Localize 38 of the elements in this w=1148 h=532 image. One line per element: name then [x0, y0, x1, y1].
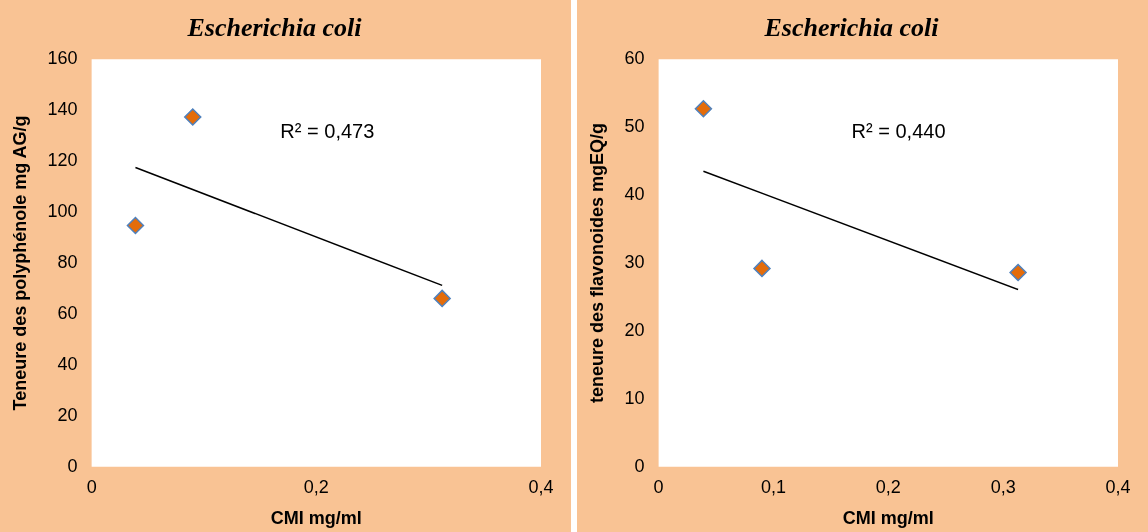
x-tick-label: 0: [653, 476, 664, 497]
point: [753, 259, 771, 278]
x-tick-label: 0,2: [303, 476, 329, 497]
y-tick-label: 30: [624, 251, 645, 272]
y-tick-label: 60: [57, 302, 78, 323]
y-tick-label: 20: [624, 319, 645, 340]
x-axis-title: CMI mg/ml: [842, 508, 934, 529]
point: [183, 108, 202, 126]
x-axis-title: CMI mg/ml: [270, 508, 362, 529]
y-tick-label: 50: [624, 116, 645, 137]
y-tick-label: 10: [624, 387, 645, 408]
y-tick-label: 60: [624, 48, 645, 69]
y-tick-label: 0: [67, 455, 78, 476]
chart-title: Escherichia coli: [186, 13, 363, 43]
point: [433, 289, 451, 308]
y-tick-label: 140: [47, 99, 78, 120]
x-tick-label: 0,4: [1105, 476, 1131, 497]
x-tick-label: 0,1: [760, 476, 786, 497]
y-tick-label: 20: [57, 404, 78, 425]
y-tick-label: 100: [47, 201, 78, 222]
y-tick-label: 80: [57, 251, 78, 272]
annotation: R² = 0,440: [851, 120, 946, 143]
y-tick-label: 160: [47, 48, 78, 69]
point: [126, 216, 145, 235]
point: [1009, 263, 1027, 282]
y-axis-title: teneure des flavonoides mgEQ/g: [586, 122, 607, 404]
y-tick-label: 40: [624, 184, 645, 205]
chart-title: Escherichia coli: [763, 13, 940, 43]
x-tick-label: 0,3: [990, 476, 1016, 497]
y-tick-label: 0: [634, 455, 645, 476]
y-axis-title: Teneure des polyphénole mg AG/g: [9, 115, 30, 411]
point: [694, 100, 713, 118]
x-tick-label: 0,2: [875, 476, 901, 497]
y-tick-label: 40: [57, 353, 78, 374]
annotation: R² = 0,473: [280, 120, 375, 143]
x-tick-label: 0: [86, 476, 97, 497]
x-tick-label: 0,4: [528, 476, 554, 497]
y-tick-label: 120: [47, 150, 78, 171]
